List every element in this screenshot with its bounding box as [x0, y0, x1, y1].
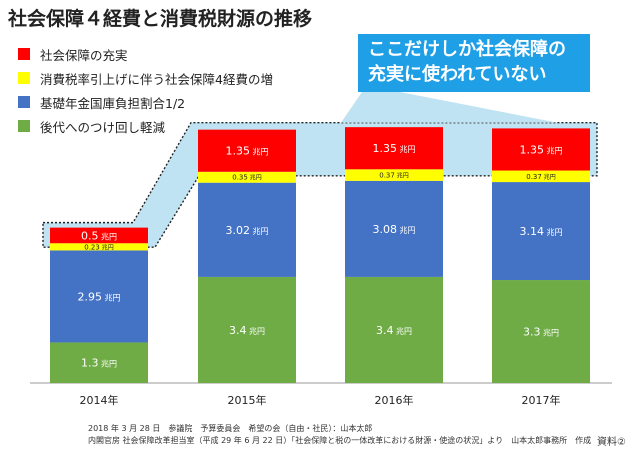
data-label-unit: 兆円	[544, 227, 563, 237]
data-label: 0.37 兆円	[379, 172, 409, 180]
data-label: 3.3 兆円	[523, 326, 559, 339]
legend-swatch	[18, 96, 30, 108]
source-line-2: 内閣官房 社会保障改革担当室（平成 29 年 6 月 22 日）「社会保障と税の…	[88, 436, 592, 445]
data-label-unit: 兆円	[248, 174, 262, 182]
data-label-unit: 兆円	[98, 231, 117, 241]
legend-item-basic-pension: 基礎年金国庫負担割合1/2	[18, 90, 273, 114]
data-label: 1.3 兆円	[81, 357, 117, 370]
data-label: 3.08 兆円	[372, 223, 415, 236]
data-label: 2.95 兆円	[77, 290, 120, 303]
data-label: 0.35 兆円	[232, 174, 262, 182]
data-label: 0.5 兆円	[81, 229, 117, 242]
bar-segment-0-0	[50, 342, 148, 383]
bar-segment-1-0	[50, 250, 148, 343]
data-label-unit: 兆円	[98, 359, 117, 369]
page-title: 社会保障４経費と消費税財源の推移	[8, 8, 313, 30]
bar-segment-0-3	[492, 280, 590, 383]
data-label: 3.02 兆円	[225, 224, 268, 237]
legend-label: 消費税率引上げに伴う社会保障4経費の増	[40, 71, 273, 87]
x-tick-label: 2015年	[228, 393, 267, 407]
bar-segment-0-2	[345, 276, 443, 383]
legend-swatch	[18, 48, 30, 60]
bar-segment-3-2	[345, 127, 443, 170]
bar-segment-1-1	[198, 182, 296, 277]
bar-segment-1-3	[492, 182, 590, 281]
data-label-unit: 兆円	[100, 243, 114, 251]
bar-segment-3-0	[50, 227, 148, 244]
x-tick-label: 2016年	[375, 393, 414, 407]
data-label-unit: 兆円	[250, 147, 269, 157]
data-label-unit: 兆円	[246, 326, 265, 336]
legend-label: 社会保障の充実	[40, 47, 128, 63]
legend-item-future-burden: 後代へのつけ回し軽減	[18, 114, 273, 138]
data-label-unit: 兆円	[102, 292, 121, 302]
data-label-unit: 兆円	[544, 145, 563, 155]
bar-segment-3-1	[198, 129, 296, 172]
x-tick-label: 2014年	[80, 393, 119, 407]
bar-segment-1-2	[345, 180, 443, 277]
data-label: 1.35 兆円	[225, 145, 268, 158]
bar-segment-2-3	[492, 170, 590, 183]
data-label: 1.35 兆円	[519, 143, 562, 156]
data-label-unit: 兆円	[393, 326, 412, 336]
callout-box: ここだけしか社会保障の 充実に使われていない	[358, 34, 590, 92]
callout-connector	[341, 92, 557, 123]
chart-legend: 社会保障の充実 消費税率引上げに伴う社会保障4経費の増 基礎年金国庫負担割合1/…	[18, 42, 273, 138]
data-label: 3.14 兆円	[519, 225, 562, 238]
bar-segment-2-2	[345, 169, 443, 181]
legend-swatch	[18, 120, 30, 132]
data-label: 3.4 兆円	[229, 324, 265, 337]
legend-swatch	[18, 72, 30, 84]
callout-line-1: ここだけしか社会保障の	[368, 39, 566, 60]
x-tick-label: 2017年	[522, 393, 561, 407]
bar-segment-3-3	[492, 128, 590, 171]
data-label: 1.35 兆円	[372, 142, 415, 155]
data-label-unit: 兆円	[395, 172, 409, 180]
callout-line-2: 充実に使われていない	[368, 64, 547, 85]
data-label-unit: 兆円	[397, 144, 416, 154]
source-note: 2018 年 3 月 28 日 参議院 予算委員会 希望の会（自由・社民）：山本…	[88, 423, 591, 447]
bar-segment-2-1	[198, 171, 296, 183]
data-label-unit: 兆円	[397, 225, 416, 235]
data-label: 0.23 兆円	[84, 243, 114, 251]
legend-label: 後代へのつけ回し軽減	[40, 119, 166, 135]
data-label: 3.4 兆円	[376, 324, 412, 337]
data-label-unit: 兆円	[542, 173, 556, 181]
source-line-1: 2018 年 3 月 28 日 参議院 予算委員会 希望の会（自由・社民）：山本…	[88, 424, 373, 433]
bar-segment-2-0	[50, 243, 148, 251]
legend-item-social-security-enhancement: 社会保障の充実	[18, 42, 273, 66]
legend-item-tax-increase: 消費税率引上げに伴う社会保障4経費の増	[18, 66, 273, 90]
data-label-unit: 兆円	[540, 328, 559, 338]
data-label: 0.37 兆円	[526, 173, 556, 181]
document-reference: 資料②	[597, 437, 626, 448]
bar-segment-0-1	[198, 276, 296, 383]
legend-label: 基礎年金国庫負担割合1/2	[40, 95, 186, 111]
data-label-unit: 兆円	[250, 226, 269, 236]
